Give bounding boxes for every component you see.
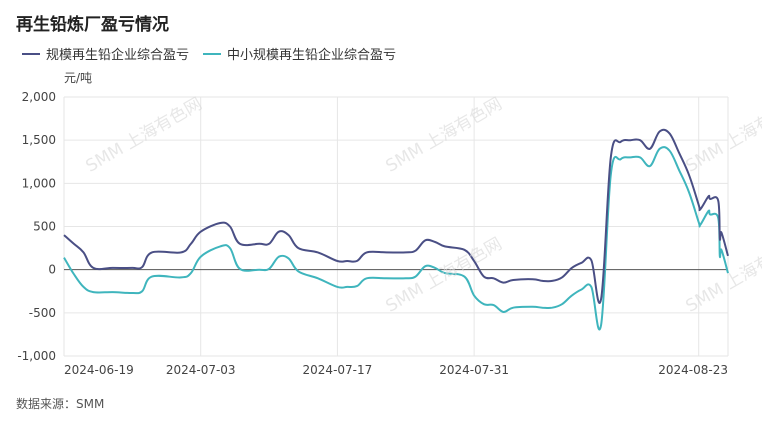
x-tick-label: 2024-07-31 [439,363,509,377]
y-tick-label: 0 [48,263,56,277]
series-line-1 [63,128,729,304]
chart-legend: 规模再生铅企业综合盈亏 中小规模再生铅企业综合盈亏 [22,44,410,63]
y-axis-unit: 元/吨 [64,71,93,85]
data-source: 数据来源：SMM [16,397,105,411]
y-tick-label: 2,000 [22,90,56,104]
legend-swatch-series-2 [203,52,222,55]
x-tick-label: 2024-08-23 [658,363,728,377]
y-tick-label: 1,000 [22,176,56,190]
legend-item-series-1[interactable]: 规模再生铅企业综合盈亏 [22,44,189,63]
legend-label-series-1: 规模再生铅企业综合盈亏 [46,48,190,63]
legend-swatch-series-1 [22,52,40,55]
legend-label-series-2: 中小规模再生铅企业综合盈亏 [227,48,397,63]
y-tick-label: -500 [29,306,56,320]
series-line-2 [63,146,729,331]
x-tick-label: 2024-06-19 [64,363,134,377]
y-tick-label: -1,000 [17,349,56,363]
x-tick-label: 2024-07-17 [303,363,373,377]
x-tick-label: 2024-07-03 [166,363,236,377]
y-tick-label: 1,500 [22,133,56,147]
chart-title: 再生铅炼厂盈亏情况 [16,15,169,35]
y-tick-label: 500 [33,220,56,234]
legend-item-series-2[interactable]: 中小规模再生铅企业综合盈亏 [203,44,396,63]
